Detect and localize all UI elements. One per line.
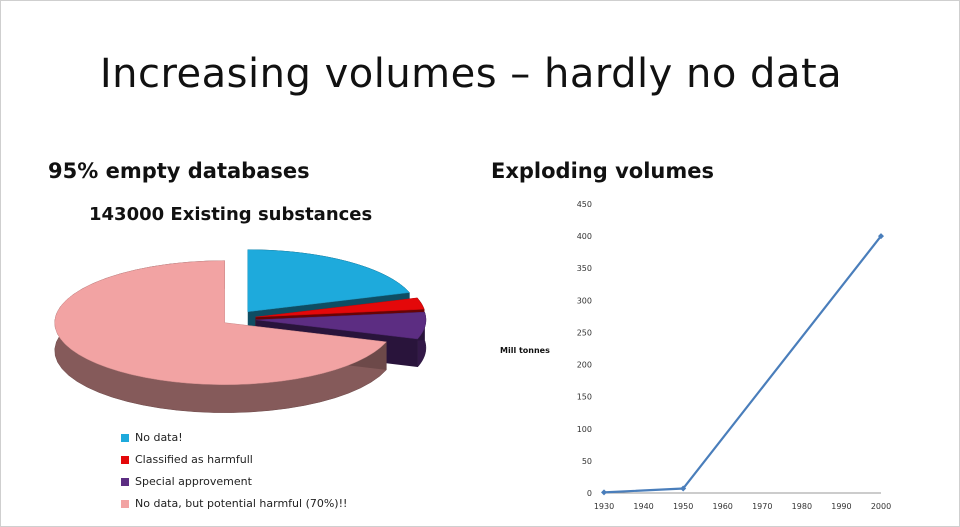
pie-chart-title: 143000 Existing substances (89, 204, 373, 225)
y-tick-label: 100 (577, 425, 592, 434)
legend-item: Special approvement (121, 475, 347, 497)
x-tick-label: 1950 (673, 502, 693, 511)
legend-swatch (121, 434, 129, 442)
pie-slice-top (255, 297, 425, 318)
y-tick-label: 150 (577, 393, 592, 402)
legend-item: Classified as harmfull (121, 453, 347, 475)
slide-title: Increasing volumes – hardly no data (99, 51, 843, 97)
legend-item: No data, but potential harmful (70%)!! (121, 497, 347, 519)
y-tick-label: 350 (577, 264, 592, 273)
pie-chart (54, 249, 427, 413)
legend-swatch (121, 456, 129, 464)
legend-swatch (121, 478, 129, 486)
x-tick-label: 1980 (792, 502, 812, 511)
x-tick-label: 1970 (752, 502, 772, 511)
legend-label: No data! (135, 431, 183, 444)
y-tick-label: 200 (577, 361, 592, 370)
series-line (603, 235, 882, 494)
legend-swatch (121, 500, 129, 508)
pie-slice-3 (54, 260, 387, 413)
x-tick-label: 1960 (713, 502, 733, 511)
pie-slice-top (255, 311, 427, 340)
x-tick-label: 1930 (594, 502, 614, 511)
pie-slice-top (247, 249, 410, 313)
y-tick-label: 250 (577, 328, 592, 337)
legend-label: Special approvement (135, 475, 252, 488)
legend-item: No data! (121, 431, 347, 453)
data-point (878, 233, 884, 240)
y-tick-label: 450 (577, 200, 592, 209)
y-tick-label: 400 (577, 232, 592, 241)
y-axis-label: Mill tonnes (500, 346, 550, 355)
left-heading: 95% empty databases (48, 159, 310, 183)
data-point (601, 489, 607, 496)
y-tick-label: 0 (587, 489, 592, 498)
legend-label: No data, but potential harmful (70%)!! (135, 497, 348, 510)
x-tick-label: 1990 (831, 502, 851, 511)
x-tick-label: 1940 (633, 502, 653, 511)
right-heading: Exploding volumes (491, 159, 714, 183)
x-tick-label: 2000 (871, 502, 891, 511)
pie-legend: No data! Classified as harmfull Special ap… (121, 431, 347, 519)
y-tick-label: 50 (582, 457, 592, 466)
legend-label: Classified as harmfull (135, 453, 253, 466)
pie-slice-top (54, 260, 387, 385)
data-point (680, 485, 687, 492)
y-tick-label: 300 (577, 296, 592, 305)
